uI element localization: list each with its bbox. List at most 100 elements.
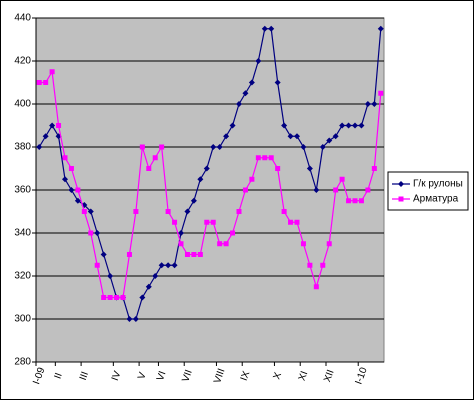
marker xyxy=(326,241,332,247)
marker xyxy=(210,219,216,225)
marker xyxy=(248,79,255,86)
marker xyxy=(101,295,107,300)
marker xyxy=(339,122,346,129)
marker xyxy=(307,262,313,268)
marker xyxy=(68,187,75,193)
marker xyxy=(94,230,101,236)
series-line xyxy=(39,69,382,299)
marker xyxy=(217,241,223,247)
marker xyxy=(249,176,255,182)
marker xyxy=(197,252,203,257)
marker xyxy=(49,69,55,75)
marker xyxy=(255,58,262,64)
marker xyxy=(358,122,365,129)
marker xyxy=(43,80,49,85)
marker xyxy=(364,101,371,107)
x-tick-label: VII xyxy=(180,368,195,383)
x-tick-label: VI xyxy=(155,370,169,383)
marker xyxy=(223,133,230,140)
marker xyxy=(152,273,159,279)
legend-label: Арматура xyxy=(413,194,459,205)
marker xyxy=(184,208,191,215)
marker xyxy=(49,122,56,129)
marker xyxy=(178,230,184,236)
marker xyxy=(223,241,229,247)
marker xyxy=(275,166,281,171)
marker xyxy=(339,176,345,182)
y-tick-label: 320 xyxy=(14,271,31,282)
marker xyxy=(320,262,326,268)
legend-label: Г/к рулоны xyxy=(413,179,463,190)
marker xyxy=(139,294,146,301)
marker xyxy=(352,198,358,204)
marker xyxy=(300,144,307,150)
marker xyxy=(345,122,352,129)
marker xyxy=(75,187,81,193)
marker xyxy=(74,197,81,204)
marker xyxy=(274,79,281,86)
marker xyxy=(126,316,133,322)
y-tick-label: 380 xyxy=(14,142,31,153)
marker xyxy=(133,209,139,214)
y-tick-label: 300 xyxy=(14,314,31,325)
marker xyxy=(358,198,364,204)
marker xyxy=(87,208,94,215)
x-tick-label: III xyxy=(78,370,91,382)
marker xyxy=(210,144,217,150)
marker xyxy=(132,316,139,322)
marker xyxy=(268,25,275,32)
marker xyxy=(114,295,120,300)
marker xyxy=(352,122,358,129)
marker xyxy=(100,251,107,258)
marker xyxy=(306,165,313,172)
marker xyxy=(197,176,204,183)
marker xyxy=(190,197,197,204)
marker xyxy=(332,133,339,140)
marker xyxy=(294,133,300,140)
marker xyxy=(120,295,126,300)
marker xyxy=(139,144,145,150)
x-tick-label: VIII xyxy=(212,367,227,385)
marker xyxy=(158,262,165,269)
marker xyxy=(294,219,300,225)
marker xyxy=(319,144,326,150)
marker xyxy=(36,144,43,150)
marker xyxy=(165,262,172,269)
marker xyxy=(56,123,62,128)
marker xyxy=(230,230,236,236)
marker xyxy=(288,219,294,225)
marker xyxy=(236,209,242,214)
x-tick-label: IV xyxy=(110,369,124,382)
y-tick-label: 420 xyxy=(14,56,31,67)
marker xyxy=(42,133,49,140)
marker xyxy=(261,25,268,32)
y-tick-label: 440 xyxy=(14,13,31,24)
marker xyxy=(346,198,352,204)
marker xyxy=(326,137,333,144)
marker xyxy=(371,101,378,107)
marker xyxy=(184,252,190,257)
legend-box xyxy=(387,171,469,211)
marker xyxy=(88,230,94,236)
marker xyxy=(94,262,100,268)
marker xyxy=(178,241,184,247)
marker xyxy=(204,219,210,225)
marker xyxy=(333,187,339,193)
marker xyxy=(81,209,87,214)
marker xyxy=(172,219,178,225)
y-tick-label: 280 xyxy=(14,357,31,368)
marker xyxy=(145,283,152,290)
y-tick-label: 360 xyxy=(14,185,31,196)
marker xyxy=(203,165,210,172)
marker xyxy=(159,144,165,150)
marker xyxy=(378,90,384,96)
marker xyxy=(107,273,114,279)
marker xyxy=(281,122,288,129)
marker xyxy=(191,252,197,257)
marker xyxy=(377,25,384,32)
marker xyxy=(165,209,171,214)
x-tick-label: X xyxy=(271,371,284,381)
marker xyxy=(268,155,274,161)
marker xyxy=(281,209,287,214)
